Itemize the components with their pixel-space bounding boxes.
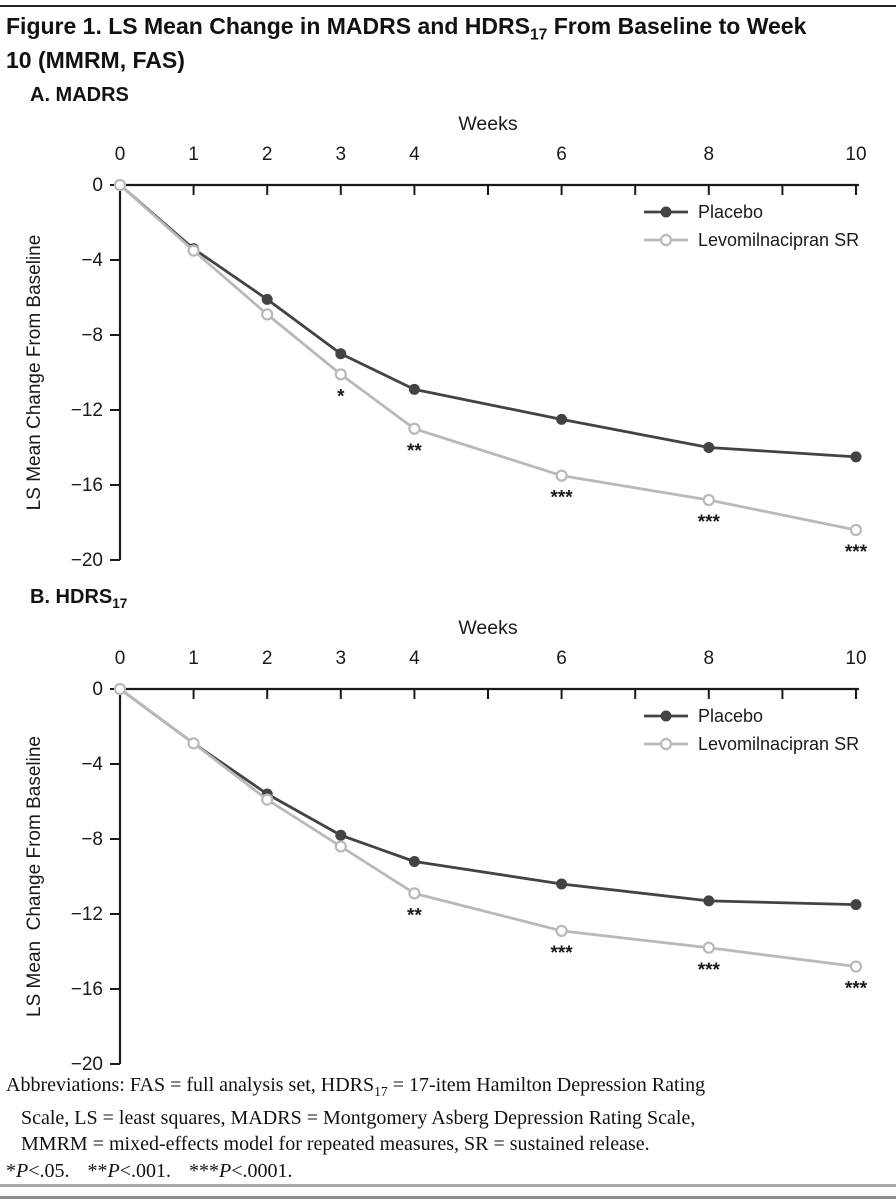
figure-title-subscript: 17 [529, 26, 548, 44]
svg-text:−8: −8 [81, 325, 103, 346]
abbreviations-note: Abbreviations: FAS = full analysis set, … [6, 1072, 892, 1157]
svg-text:***: *** [698, 960, 721, 981]
abbr-line-3: MMRM = mixed-effects model for repeated … [21, 1133, 650, 1155]
svg-text:Weeks: Weeks [458, 113, 517, 135]
svg-text:2: 2 [262, 648, 273, 669]
top-rule [0, 5, 896, 7]
svg-text:−16: −16 [71, 979, 103, 1000]
abbr-line-1-end: = 17-item Hamilton Depression Rating [387, 1074, 706, 1096]
svg-text:−20: −20 [71, 550, 103, 571]
panel-b-label-subscript: 17 [112, 596, 128, 611]
pvalue-threshold: <.001. [119, 1160, 171, 1182]
panel-b-label: B. HDRS17 [30, 586, 127, 611]
svg-text:0: 0 [115, 144, 126, 165]
svg-text:1: 1 [188, 648, 199, 669]
svg-text:***: *** [698, 512, 721, 533]
svg-text:0: 0 [92, 175, 103, 196]
svg-text:10: 10 [845, 144, 866, 165]
svg-text:Levomilnacipran SR: Levomilnacipran SR [698, 734, 859, 754]
pvalue-p: P [107, 1160, 120, 1182]
madrs-chart: Weeks 0 1 2 3 4 6 8 10 0 −4 −8 −12 −16 −20 LS Mean Chan… [24, 113, 868, 571]
svg-text:**: ** [407, 441, 422, 462]
svg-text:4: 4 [409, 648, 420, 669]
svg-text:LS Mean Change From Baseline: LS Mean Change From Baseline [24, 736, 45, 1017]
svg-text:−20: −20 [71, 1054, 103, 1075]
svg-text:***: *** [845, 979, 868, 1000]
svg-text:6: 6 [556, 648, 567, 669]
svg-text:−4: −4 [81, 754, 103, 775]
svg-text:10: 10 [845, 648, 866, 669]
svg-text:3: 3 [336, 144, 347, 165]
svg-text:8: 8 [704, 144, 715, 165]
pvalue-item: **P<.001. [88, 1160, 172, 1182]
figure-title: Figure 1. LS Mean Change in MADRS and HD… [6, 12, 894, 76]
svg-text:Placebo: Placebo [698, 706, 763, 726]
figure-title-line1-end: From Baseline to Week [547, 13, 807, 39]
pvalue-stars: * [6, 1160, 16, 1182]
abbr-line-2: Scale, LS = least squares, MADRS = Montg… [21, 1107, 696, 1129]
svg-text:Placebo: Placebo [698, 202, 763, 222]
svg-text:−16: −16 [71, 475, 103, 496]
svg-text:−12: −12 [71, 400, 103, 421]
svg-text:*: * [337, 386, 345, 407]
pvalue-item: *P<.05. [6, 1160, 70, 1182]
svg-text:LS Mean Change From Baseline: LS Mean Change From Baseline [24, 235, 45, 511]
abbr-subscript: 17 [374, 1084, 388, 1099]
svg-text:3: 3 [336, 648, 347, 669]
pvalue-item: ***P<.0001. [189, 1160, 293, 1182]
pvalue-stars: ** [87, 1160, 108, 1182]
figure-title-line2: 10 (MMRM, FAS) [6, 46, 185, 73]
abbr-line-1: Abbreviations: FAS = full analysis set, … [6, 1074, 375, 1096]
figure-footnote: Abbreviations: FAS = full analysis set, … [6, 1072, 892, 1184]
svg-text:8: 8 [704, 648, 715, 669]
pvalue-threshold: <.05. [28, 1160, 70, 1182]
hdrs17-chart: Weeks 0 1 2 3 4 6 8 10 0 −4 −8 −12 −16 −20 LS Mean Chan… [24, 617, 868, 1075]
svg-text:Weeks: Weeks [458, 617, 517, 639]
figure-title-line1: Figure 1. LS Mean Change in MADRS and HD… [6, 13, 530, 39]
svg-text:0: 0 [115, 648, 126, 669]
svg-text:6: 6 [556, 144, 567, 165]
svg-text:***: *** [551, 488, 574, 509]
panel-a-label-text: A. MADRS [30, 84, 129, 106]
pvalue-threshold: <.0001. [231, 1160, 293, 1182]
bottom-rule-upper [0, 1184, 896, 1187]
svg-text:**: ** [407, 905, 422, 926]
panel-b-label-text: B. HDRS [30, 586, 113, 608]
svg-text:−4: −4 [81, 250, 103, 271]
svg-text:***: *** [845, 542, 868, 563]
svg-text:Levomilnacipran SR: Levomilnacipran SR [698, 230, 859, 250]
pvalue-stars: *** [189, 1160, 219, 1182]
pvalue-p: P [219, 1160, 232, 1182]
svg-text:−8: −8 [81, 829, 103, 850]
svg-text:0: 0 [92, 679, 103, 700]
bottom-rule-lower [0, 1196, 896, 1199]
svg-text:4: 4 [409, 144, 420, 165]
svg-text:1: 1 [188, 144, 199, 165]
pvalue-note: *P<.05. **P<.001. ***P<.0001. [6, 1158, 892, 1184]
svg-text:2: 2 [262, 144, 273, 165]
pvalue-p: P [16, 1160, 29, 1182]
svg-text:***: *** [551, 943, 574, 964]
panel-a-label: A. MADRS [30, 84, 129, 109]
svg-text:−12: −12 [71, 904, 103, 925]
